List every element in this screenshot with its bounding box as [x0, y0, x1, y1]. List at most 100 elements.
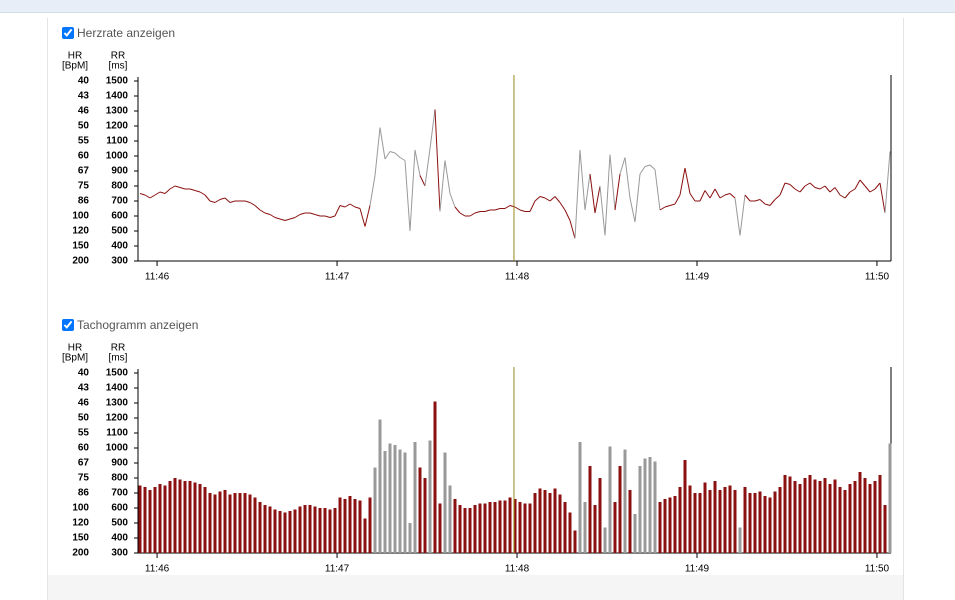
rr-bar — [453, 499, 457, 553]
rr-tick-label: 300 — [111, 548, 128, 559]
hr-line-segment — [454, 206, 461, 214]
rr-bar — [643, 458, 647, 553]
hr-line-segment — [729, 193, 736, 199]
rr-bar — [653, 461, 657, 553]
rr-tick-label: 800 — [111, 181, 128, 192]
rr-tick-label: 1000 — [106, 443, 129, 454]
rr-tick-label: 900 — [111, 166, 128, 177]
hr-line-segment — [439, 160, 446, 212]
hr-line-segment — [544, 197, 551, 202]
hr-line-segment — [624, 157, 631, 199]
hr-line-segment — [399, 157, 406, 161]
rr-bar — [183, 481, 187, 553]
hr-line-segment — [254, 205, 261, 211]
rr-bar — [673, 496, 677, 553]
rr-bar — [708, 490, 712, 553]
hr-line-segment — [639, 166, 646, 175]
hr-line-segment — [579, 149, 586, 211]
rr-bar — [473, 505, 477, 553]
rr-bar — [443, 452, 447, 553]
checkbox-label: Tachogramm anzeigen — [77, 318, 199, 332]
rr-bar — [283, 512, 287, 553]
rr-bar — [478, 503, 482, 553]
rr-bar — [628, 490, 632, 553]
hr-tick-label: 150 — [72, 241, 89, 252]
x-tick-label: 11:49 — [685, 564, 710, 575]
hr-line-segment — [629, 197, 636, 223]
rr-bar — [303, 505, 307, 553]
rr-bar — [403, 452, 407, 553]
hr-tick-label: 150 — [72, 533, 89, 544]
checkbox[interactable] — [62, 319, 74, 331]
rr-bar — [428, 440, 432, 553]
hr-line-segment — [869, 188, 876, 193]
hr-line-segment — [414, 149, 421, 176]
hr-axis-label: [BpM] — [62, 61, 88, 72]
hr-tick-label: 50 — [78, 413, 90, 424]
hr-tick-label: 67 — [78, 166, 90, 177]
rr-bar — [693, 493, 697, 553]
x-tick-label: 11:46 — [145, 272, 170, 283]
hr-line-segment — [829, 187, 836, 193]
rr-bar — [313, 506, 317, 553]
hr-line-segment — [514, 206, 521, 211]
rr-bar — [823, 478, 827, 553]
rr-bar — [618, 466, 622, 553]
rr-bar — [258, 502, 262, 553]
hr-line-segment — [654, 169, 661, 211]
rr-bar — [748, 493, 752, 553]
hr-line-segment — [534, 196, 541, 202]
hr-line-segment — [879, 182, 886, 214]
rr-bar — [503, 500, 507, 553]
hr-line-segment — [434, 109, 441, 212]
rr-bar — [623, 449, 627, 553]
rr-bar — [138, 485, 142, 553]
rr-bar — [508, 497, 512, 553]
hr-tick-label: 100 — [72, 503, 89, 514]
rr-bar — [288, 511, 292, 553]
rr-bar — [543, 490, 547, 553]
hr-line-segment — [849, 188, 856, 193]
hr-line-segment — [324, 215, 331, 218]
rr-bar — [558, 494, 562, 553]
hr-line-segment — [669, 203, 676, 206]
hr-line-segment — [774, 194, 781, 200]
hr-line-segment — [754, 199, 761, 202]
rr-tick-label: 1100 — [106, 136, 128, 147]
hr-tick-label: 50 — [78, 121, 90, 132]
hr-line-segment — [259, 209, 266, 214]
hr-line-segment — [164, 188, 171, 194]
rr-bar — [803, 478, 807, 553]
rr-bar — [818, 481, 822, 553]
rr-bar — [753, 493, 757, 553]
rr-bar — [553, 488, 557, 553]
hr-line-segment — [174, 185, 181, 188]
hr-line-segment — [874, 182, 881, 190]
hr-tick-label: 55 — [78, 428, 90, 439]
hr-line-segment — [379, 127, 386, 160]
hr-line-segment — [699, 190, 706, 202]
hr-tick-label: 40 — [78, 368, 90, 379]
hr-line-segment — [354, 206, 361, 209]
rr-bar — [528, 503, 532, 553]
rr-bar — [703, 482, 707, 553]
checkbox[interactable] — [62, 27, 74, 39]
rr-bar — [433, 401, 437, 553]
toggle[interactable]: Herzrate anzeigen — [62, 26, 175, 40]
rr-bar — [573, 530, 577, 553]
hr-tick-label: 55 — [78, 136, 90, 147]
rr-bar — [343, 499, 347, 553]
hr-line-segment — [804, 182, 811, 187]
rr-bar — [298, 506, 302, 553]
rr-bar — [243, 493, 247, 553]
hr-line-segment — [739, 194, 746, 236]
rr-bar — [418, 467, 422, 553]
hr-line-segment — [599, 185, 606, 236]
rr-bar — [613, 502, 617, 553]
hr-line-segment — [549, 196, 556, 202]
hr-line-segment — [224, 197, 231, 203]
toggle[interactable]: Tachogramm anzeigen — [62, 318, 198, 332]
rr-bar — [188, 481, 192, 553]
rr-bar — [493, 502, 497, 553]
rr-tick-label: 800 — [111, 473, 128, 484]
